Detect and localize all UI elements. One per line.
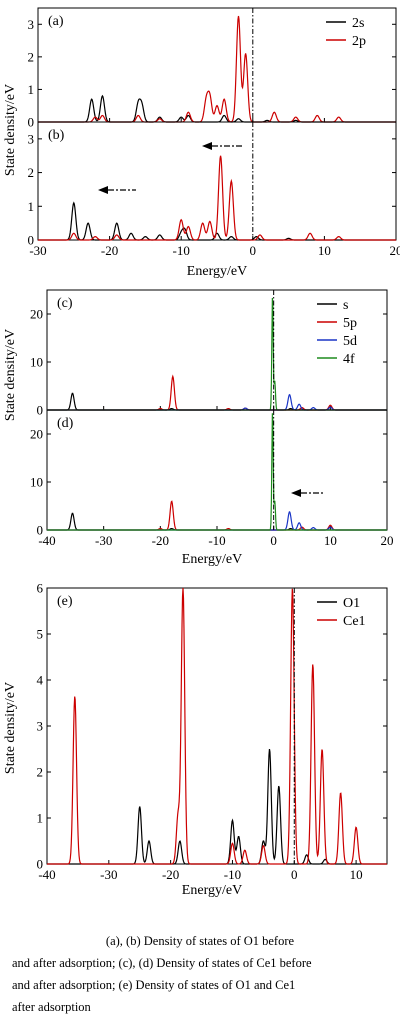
y-tick-label: 5: [37, 627, 44, 642]
y-tick-label: 1: [37, 811, 44, 826]
y-tick-label: 3: [28, 131, 35, 146]
x-tick-label: 0: [291, 867, 298, 882]
legend-label-s: s: [343, 298, 348, 313]
x-tick-label: 20: [390, 243, 400, 258]
y-tick-label: 10: [30, 355, 43, 370]
y-tick-label: 2: [37, 765, 44, 780]
x-tick-label: 0: [250, 243, 257, 258]
y-tick-label: 6: [37, 581, 44, 596]
series-5p-line: [47, 376, 387, 410]
panel-label: (c): [57, 296, 73, 311]
series-4f-line: [47, 413, 387, 530]
y-tick-label: 3: [37, 719, 44, 734]
series-2s-line: [38, 96, 396, 122]
xlabel-cd: Energy/eV: [182, 552, 242, 567]
x-tick-label: 0: [270, 533, 277, 548]
x-tick-label: -40: [38, 533, 55, 548]
series-2p-line: [38, 156, 396, 240]
legend-label-ce1: Ce1: [343, 614, 366, 629]
xlabel-e: Energy/eV: [182, 883, 242, 898]
y-tick-label: 0: [37, 403, 44, 418]
caption-line-4: after adsorption: [0, 996, 400, 1018]
legend-label-2p: 2p: [352, 34, 366, 49]
x-tick-label: -10: [208, 533, 225, 548]
x-tick-label: -30: [100, 867, 117, 882]
x-tick-label: -20: [162, 867, 179, 882]
y-tick-label: 20: [30, 307, 43, 322]
ylabel-cd: State density/eV: [3, 329, 18, 421]
y-tick-label: 20: [30, 427, 43, 442]
plot-frame: [47, 410, 387, 530]
y-tick-label: 0: [28, 115, 35, 130]
legend-label-5p: 5p: [343, 316, 357, 331]
x-tick-label: 10: [350, 867, 363, 882]
y-tick-label: 10: [30, 475, 43, 490]
caption-line-3: and after adsorption; (e) Density of sta…: [0, 974, 400, 996]
x-tick-label: 10: [324, 533, 337, 548]
plot-frame: [47, 588, 387, 864]
x-tick-label: -10: [224, 867, 241, 882]
y-tick-label: 2: [28, 165, 35, 180]
plot-frame: [47, 290, 387, 410]
arrow-b-right: [202, 142, 244, 150]
caption-line-2: and after adsorption; (c), (d) Density o…: [0, 952, 400, 974]
series-5p-line: [47, 501, 387, 530]
x-tick-label: -40: [38, 867, 55, 882]
xlabel-ab: Energy/eV: [187, 264, 247, 279]
panel-label: (b): [48, 128, 65, 143]
y-tick-label: 3: [28, 17, 35, 32]
x-tick-label: -30: [95, 533, 112, 548]
figure-caption: (a), (b) Density of states of O1 before …: [0, 930, 400, 1018]
legend-label-2s: 2s: [352, 16, 364, 31]
arrow-d: [291, 489, 324, 497]
y-tick-label: 1: [28, 199, 35, 214]
x-tick-label: 20: [381, 533, 394, 548]
panel-label: (e): [57, 594, 73, 609]
panel-label: (d): [57, 416, 74, 431]
x-tick-label: -10: [173, 243, 190, 258]
legend-label-o1: O1: [343, 596, 360, 611]
ylabel-e: State density/eV: [3, 682, 18, 774]
x-tick-label: -30: [29, 243, 46, 258]
y-tick-label: 4: [37, 673, 44, 688]
y-tick-label: 2: [28, 49, 35, 64]
x-tick-label: -20: [152, 533, 169, 548]
y-tick-label: 1: [28, 82, 35, 97]
dos-figure: State density/eV State density/eV State …: [0, 0, 400, 930]
series-2p-line: [38, 16, 396, 122]
panel-a: 0 1 2 3 (a) 2s 2p: [28, 8, 397, 130]
arrow-b-left: [98, 186, 136, 194]
x-tick-label: 10: [318, 243, 331, 258]
legend-label-5d: 5d: [343, 334, 357, 349]
panel-c: 0 10 20 (c) s 5p 5d 4f: [30, 290, 387, 418]
caption-line-1: (a), (b) Density of states of O1 before: [0, 930, 400, 952]
panel-label: (a): [48, 14, 64, 29]
series-o1-line: [47, 749, 387, 864]
series-ce1-line: [47, 588, 387, 864]
legend-label-4f: 4f: [343, 352, 355, 367]
series-4f-line: [47, 298, 387, 410]
ylabel-ab: State density/eV: [3, 84, 18, 176]
x-tick-label: -20: [101, 243, 118, 258]
